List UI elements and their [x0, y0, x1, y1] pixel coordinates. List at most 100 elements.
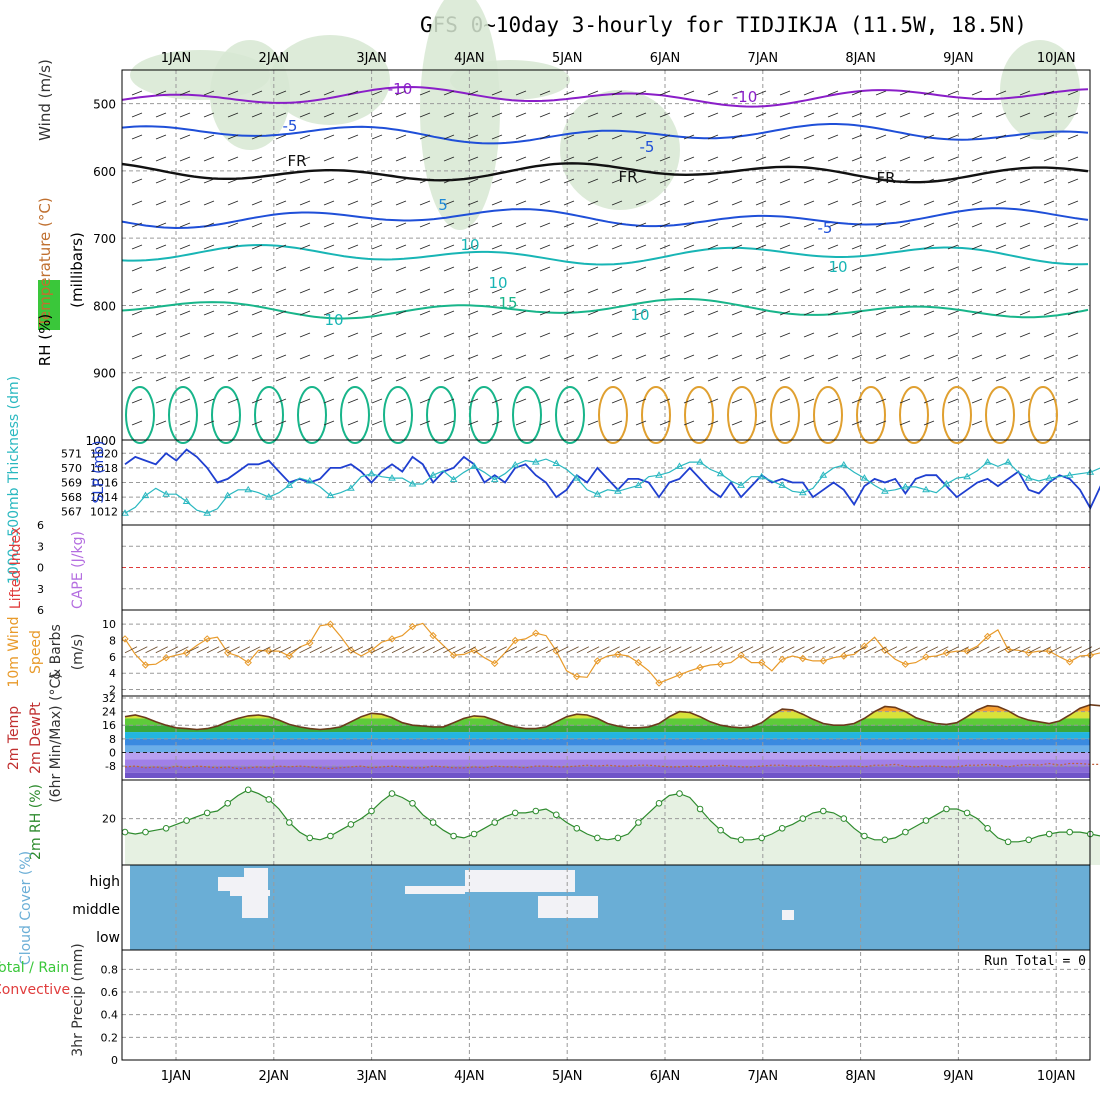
- wind-barb: [947, 332, 959, 338]
- wind-barb: [395, 90, 407, 96]
- precip-axis-label: Total / Rain: [0, 960, 69, 976]
- slp-axis-label: SLP (mb): [91, 440, 107, 503]
- wind-barb: [995, 156, 1007, 162]
- wind-barb: [347, 200, 359, 206]
- wind-barb: [515, 134, 527, 140]
- wind-barb: [467, 244, 479, 250]
- wind-barb: [563, 420, 575, 426]
- wind-barb: [731, 200, 743, 206]
- wind-barb: [971, 90, 983, 96]
- wind-barb: [971, 266, 983, 272]
- wind-speed-marker: [1004, 645, 1012, 654]
- temp-band: [125, 752, 1090, 760]
- wind-barb: [1043, 332, 1055, 338]
- wind-barb: [251, 90, 263, 96]
- surface-wind-barb: [761, 646, 774, 654]
- temp-tick-label: -8: [105, 760, 116, 773]
- wind-barb: [1067, 200, 1079, 206]
- surface-wind-barb: [1038, 646, 1052, 654]
- wind-barb: [371, 398, 383, 404]
- wind-barb: [587, 332, 599, 338]
- wind-barb: [419, 156, 431, 162]
- wind-barb: [659, 112, 671, 118]
- wind-barb: [155, 376, 167, 382]
- top-day-label: 7JAN: [748, 51, 779, 66]
- wind-barb: [659, 90, 671, 96]
- wind-barb: [299, 354, 311, 360]
- wind-barb: [371, 310, 383, 316]
- wind-barb: [851, 200, 863, 206]
- low-level-contour: [899, 386, 929, 444]
- wind-barb: [275, 288, 287, 294]
- isotherm-label: -5: [283, 117, 298, 135]
- wind-barb: [851, 310, 863, 316]
- wind-barb: [443, 178, 455, 184]
- wind-barb: [563, 112, 575, 118]
- surface-wind-barb: [669, 646, 682, 654]
- wind-barb: [1019, 134, 1031, 140]
- wind-barb: [227, 90, 239, 96]
- wind-barb: [371, 420, 383, 426]
- thickness-marker: [470, 462, 478, 469]
- rh-marker: [511, 809, 519, 817]
- wind-barb: [347, 398, 359, 404]
- surface-wind-barb: [925, 646, 939, 654]
- wind-barb: [803, 156, 815, 162]
- wind-barb: [995, 288, 1007, 294]
- surface-wind-barb: [545, 646, 559, 654]
- wind-barb: [131, 398, 143, 404]
- wind-speed-marker: [1024, 649, 1033, 657]
- wind-speed-marker: [1086, 651, 1095, 659]
- wind-barb: [635, 90, 647, 96]
- bottom-day-label: 10JAN: [1037, 1069, 1076, 1084]
- wind-barb: [563, 90, 575, 96]
- temp-axis-label: 2m DewPt: [28, 702, 44, 774]
- surface-wind-barb: [278, 646, 292, 654]
- surface-wind-barb: [289, 646, 302, 654]
- low-level-contour: [641, 386, 671, 444]
- wind-barb: [299, 376, 311, 382]
- wind-barb: [179, 354, 191, 360]
- surface-wind-barb: [1069, 646, 1082, 654]
- wind-barb: [203, 112, 215, 118]
- surface-wind-barb: [155, 646, 168, 654]
- wind-barb: [515, 156, 527, 162]
- wind-barb: [371, 134, 383, 140]
- wind-barb: [611, 266, 623, 272]
- wind-barb: [203, 90, 215, 96]
- temp-band: [125, 704, 1090, 712]
- wind-barb: [659, 244, 671, 250]
- wind-barb: [251, 156, 263, 162]
- wind-barb: [587, 420, 599, 426]
- thickness-marker: [942, 480, 951, 487]
- wind-barb: [899, 266, 911, 272]
- thickness-marker: [983, 458, 992, 465]
- wind-barb: [779, 156, 791, 162]
- wind-barb: [203, 354, 215, 360]
- wind-barb: [755, 376, 767, 382]
- wind-barb: [251, 288, 263, 294]
- wind-barb: [539, 156, 551, 162]
- wind-barb: [875, 90, 887, 96]
- wind-barb: [323, 266, 335, 272]
- wind-barb: [683, 200, 695, 206]
- rh-marker: [922, 817, 930, 824]
- surface-wind-barb: [853, 646, 867, 654]
- wind-barb: [347, 178, 359, 184]
- bottom-day-label: 4JAN: [454, 1069, 485, 1084]
- rh-marker: [306, 834, 314, 842]
- wind-barb: [179, 178, 191, 184]
- surface-wind-barb: [628, 646, 641, 654]
- wind-barb: [971, 376, 983, 382]
- wind-barb: [947, 288, 959, 294]
- wind-barb: [1019, 420, 1031, 426]
- wind-barb: [1043, 222, 1055, 228]
- wind-barb: [851, 222, 863, 228]
- surface-wind-barb: [556, 646, 569, 654]
- fill-layer: [38, 0, 1100, 950]
- wind-barb: [323, 398, 335, 404]
- wind-barb: [899, 90, 911, 96]
- rh-marker: [121, 828, 129, 836]
- rh-marker: [244, 786, 252, 794]
- precip-axis-label: 3hr Precip (mm): [70, 943, 86, 1056]
